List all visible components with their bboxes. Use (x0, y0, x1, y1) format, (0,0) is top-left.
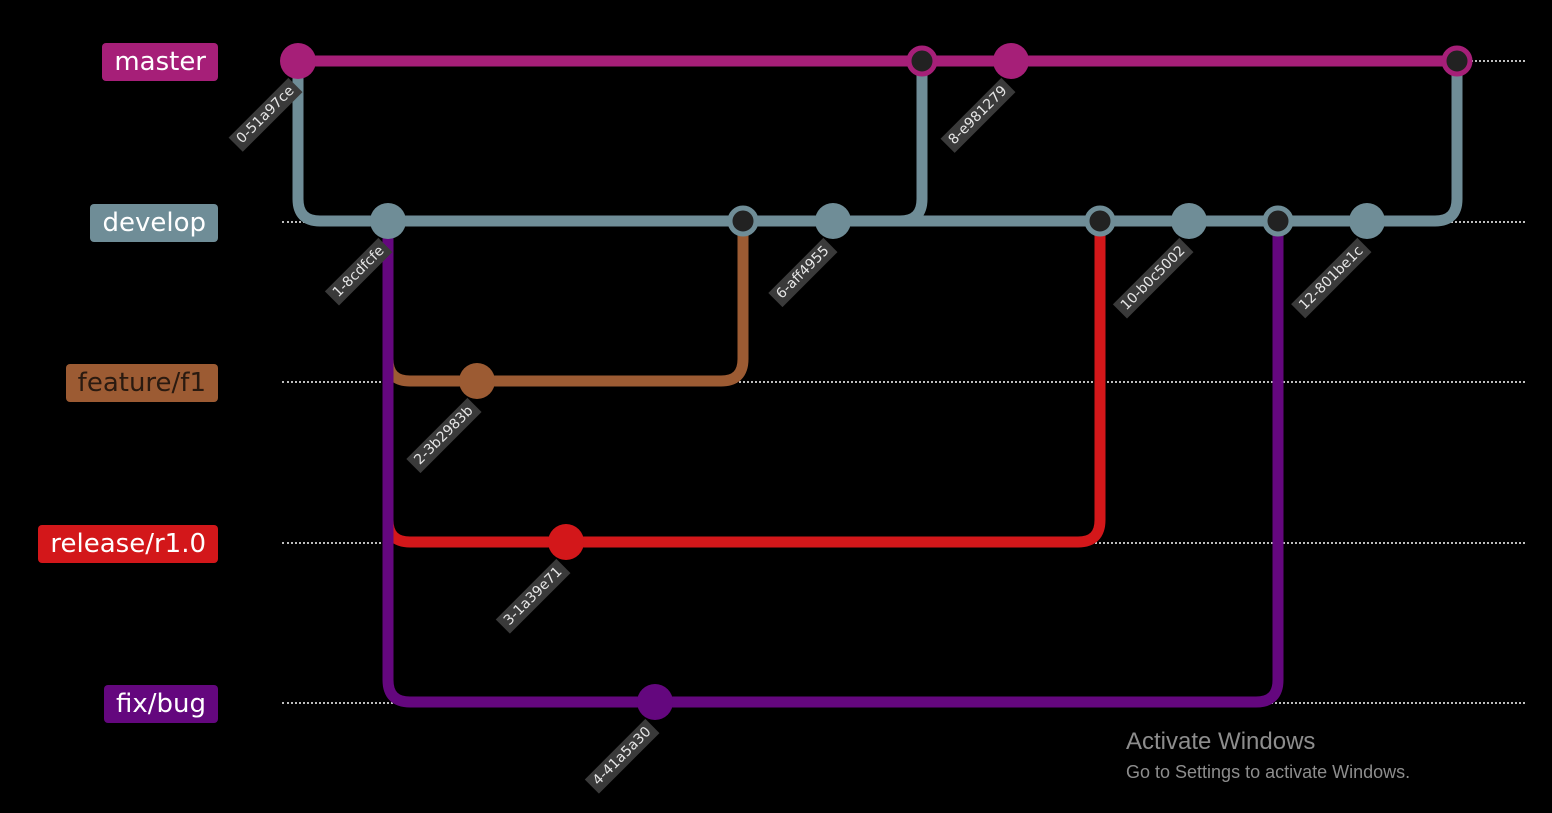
commit-label: 4-41a5a30 (584, 718, 660, 794)
commit-label: 2-3b2983b (406, 397, 482, 474)
merge-commit-node[interactable] (1441, 45, 1473, 77)
activate-windows-watermark: Activate Windows Go to Settings to activ… (1126, 728, 1410, 783)
commit-node[interactable] (459, 363, 495, 399)
commit-label-background (768, 237, 838, 308)
merge-commit-node[interactable] (1262, 205, 1294, 237)
branch-guide-feature (282, 381, 1525, 383)
commit-label: 6-aff4955 (768, 237, 838, 308)
commit-node[interactable] (1171, 203, 1207, 239)
commit-label: 0-51a97ce (228, 77, 303, 152)
merge-commit-node[interactable] (906, 45, 938, 77)
commit-nodes (280, 43, 1473, 720)
feature-merge-line (471, 215, 749, 387)
commit-label: 1-8cdfcfe (324, 237, 393, 306)
commit-id-text: 2-3b2983b (411, 403, 476, 468)
merge-commit-node[interactable] (1084, 205, 1116, 237)
commit-label-background (228, 77, 303, 152)
commit-label: 12-801be1c (1291, 237, 1372, 319)
commit-label-background (406, 397, 482, 474)
commit-label-background (495, 558, 571, 634)
develop-merge-line-1 (827, 55, 928, 227)
watermark-title: Activate Windows (1126, 728, 1316, 755)
feature-branch-line (382, 215, 483, 387)
commit-node[interactable] (370, 203, 406, 239)
fix-branch-line (382, 215, 661, 708)
merge-commit-node[interactable] (727, 205, 759, 237)
branch-label-fix[interactable]: fix/bug (103, 685, 218, 723)
commit-label: 10-b0c5002 (1112, 237, 1194, 319)
commit-id-text: 12-801be1c (1296, 243, 1367, 314)
develop-merge-line-2 (1361, 55, 1463, 227)
commit-labels: 0-51a97ce 1-8cdfcfe 2-3b2983b 3-1a39e71 4-41… (228, 77, 1372, 794)
commit-id-text: 8-e981279 (945, 83, 1010, 148)
branch-label-release[interactable]: release/r1.0 (38, 525, 218, 563)
commit-label-background (1291, 237, 1372, 319)
branch-label-feature[interactable]: feature/f1 (65, 364, 218, 402)
commit-label-background (940, 77, 1016, 153)
commit-label: 3-1a39e71 (495, 558, 571, 634)
commit-node[interactable] (548, 524, 584, 560)
branch-label-develop[interactable]: develop (90, 204, 218, 242)
commit-id-text: 1-8cdfcfe (330, 243, 388, 301)
commit-label-background (1112, 237, 1194, 319)
commit-label: 8-e981279 (940, 77, 1016, 153)
commit-node[interactable] (815, 203, 851, 239)
watermark-subtitle: Go to Settings to activate Windows. (1126, 762, 1411, 782)
commit-label-background (584, 718, 660, 794)
commit-id-text: 6-aff4955 (773, 243, 832, 302)
branch-label-master[interactable]: master (102, 43, 218, 81)
commit-label-background (324, 237, 393, 306)
commit-node[interactable] (993, 43, 1029, 79)
release-merge-line (560, 215, 1106, 548)
fix-merge-line (649, 215, 1284, 708)
branch-lines (292, 55, 1463, 708)
commit-id-text: 10-b0c5002 (1118, 243, 1189, 314)
commit-node[interactable] (637, 684, 673, 720)
commit-node[interactable] (1349, 203, 1385, 239)
commit-id-text: 4-41a5a30 (590, 724, 655, 789)
commit-id-text: 3-1a39e71 (501, 564, 566, 629)
commit-node[interactable] (280, 43, 316, 79)
develop-branch-line (292, 55, 839, 227)
commit-id-text: 0-51a97ce (234, 83, 298, 147)
